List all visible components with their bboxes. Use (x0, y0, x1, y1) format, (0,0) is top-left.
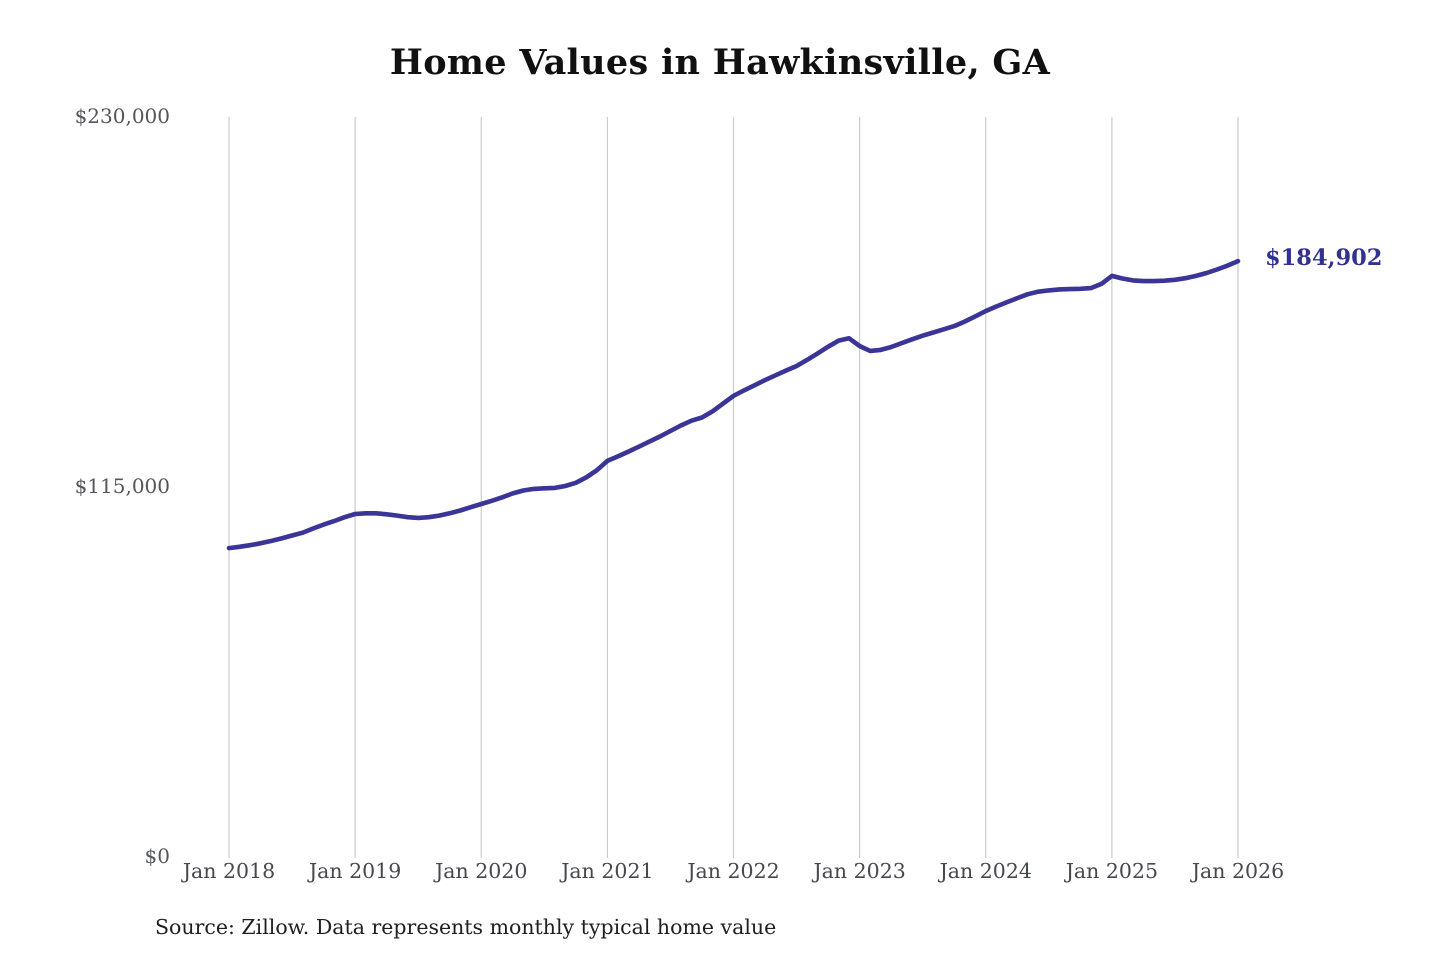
x-axis-tick-label: Jan 2023 (813, 859, 906, 883)
chart-title: Home Values in Hawkinsville, GA (389, 42, 1051, 83)
x-axis-tick-label: Jan 2024 (939, 859, 1032, 883)
y-axis-tick-label: $230,000 (74, 104, 170, 128)
home-value-line (226, 258, 1241, 551)
x-axis-tick-label: Jan 2018 (182, 859, 276, 883)
x-axis-tick-label: Jan 2026 (1191, 859, 1285, 883)
x-axis-tick-label: Jan 2021 (561, 859, 654, 883)
latest-value-label: $184,902 (1265, 245, 1383, 272)
x-axis-tick-label: Jan 2022 (687, 859, 780, 883)
x-axis-tick-label: Jan 2019 (308, 859, 402, 883)
x-axis-tick-label: Jan 2020 (435, 859, 528, 883)
x-axis-tick-label: Jan 2025 (1065, 859, 1159, 883)
source-note: Source: Zillow. Data represents monthly … (155, 915, 777, 939)
y-axis-tick-label: $0 (144, 844, 170, 868)
y-axis-tick-label: $115,000 (74, 474, 170, 498)
